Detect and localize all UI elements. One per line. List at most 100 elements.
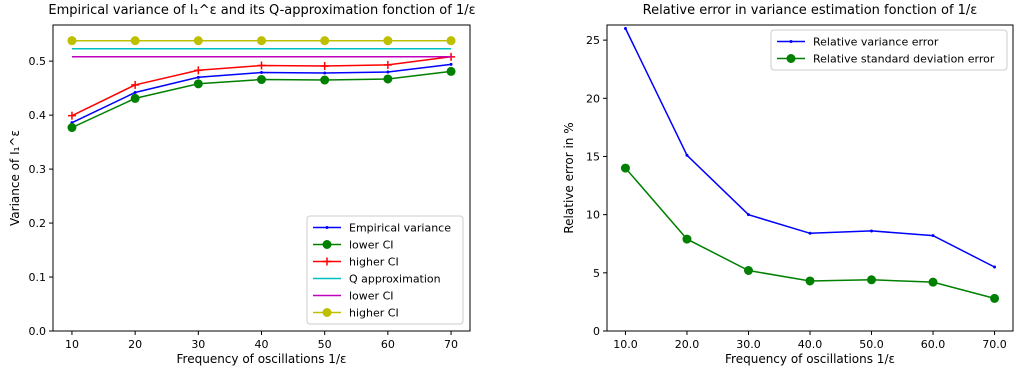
chart-1-series-1-point-marker [449, 62, 453, 66]
chart-2-series-2 [620, 163, 1000, 303]
chart-1-y-tick-label: 0.2 [29, 217, 47, 230]
chart-2-x-tick-label: 40.0 [798, 338, 823, 351]
chart-1-series-2-circle-marker [257, 75, 266, 85]
chart-2-series-1-point-marker [746, 213, 750, 217]
chart-1-series-1 [70, 62, 453, 125]
chart-1-series-2 [67, 66, 456, 133]
chart-1-legend-entry-6-label: higher CI [349, 307, 399, 320]
chart-2-legend-entry-1-point-marker [789, 40, 793, 43]
chart-1-series-6-circle-marker [257, 36, 266, 46]
chart-1-series-1-point-marker [133, 90, 137, 94]
chart-1-series-6-circle-marker [193, 36, 203, 46]
chart-2-y-tick-label: 20 [586, 92, 600, 105]
chart-2-legend-entry-2-label: Relative standard deviation error [813, 53, 995, 66]
chart-2-legend-entry-2: Relative standard deviation error [777, 53, 995, 66]
chart-1-series-1-point-marker [260, 70, 263, 74]
chart-1-legend-entry-4: Q approximation [313, 273, 441, 286]
chart-2-series-1-point-marker [685, 153, 689, 157]
chart-2-x-tick-label: 70.0 [982, 338, 1007, 351]
chart-2-series-1-point-marker [993, 265, 997, 269]
chart-1-series-6-circle-marker [130, 36, 140, 46]
chart-1-x-tick-label: 20 [128, 338, 142, 351]
chart-2-series-2-circle-marker [928, 277, 938, 287]
chart-1-series-6-circle-marker [320, 36, 330, 46]
chart-2-x-tick-label: 10.0 [613, 338, 638, 351]
chart-1-legend-entry-1-point-marker [325, 226, 329, 229]
chart-2-x-tick-label: 30.0 [736, 338, 761, 351]
chart-1-x-tick-label: 40 [255, 338, 269, 351]
chart-2-x-axis-title: Frequency of oscillations 1/ε [725, 352, 895, 366]
chart-1-series-2-circle-marker [67, 123, 77, 133]
chart-1-series-1-point-marker [196, 75, 200, 79]
chart-1-legend-entry-6: higher CI [313, 307, 399, 320]
chart-1-title: Empirical variance of I₁^ε and its Q-app… [48, 3, 475, 18]
chart-1-legend-entry-1-label: Empirical variance [349, 222, 451, 235]
chart-1-x-tick-label: 50 [318, 338, 332, 351]
chart-1-x-tick-label: 30 [191, 338, 205, 351]
chart-2-legend-entry-1-label: Relative variance error [813, 36, 939, 49]
chart-1-y-tick-label: 0.3 [29, 163, 47, 176]
chart-1-series-2-circle-marker [193, 79, 203, 89]
chart-1-legend-entry-3-label: higher CI [349, 256, 399, 269]
chart-1-series-6-circle-marker [446, 36, 456, 46]
chart-2-title: Relative error in variance estimation fo… [643, 3, 978, 18]
chart-1-legend-entry-2-label: lower CI [349, 239, 394, 252]
chart-1-series-2-circle-marker [383, 74, 393, 84]
chart-1-x-tick-label: 10 [65, 338, 79, 351]
chart-2-series-2-circle-marker [990, 293, 1000, 303]
chart-2-x-tick-label: 50.0 [859, 338, 884, 351]
chart-1-series-6 [67, 36, 456, 46]
chart-2-legend: Relative variance error Relative standard… [770, 29, 1008, 71]
chart-2-y-tick-label: 15 [586, 150, 600, 163]
chart-1-legend-entry-5: lower CI [313, 290, 394, 303]
chart-2-series-1-point-marker [870, 229, 874, 233]
chart-1-x-tick-label: 70 [444, 338, 458, 351]
chart-1-legend-entry-6-circle-marker [322, 308, 332, 317]
chart-1-y-tick-label: 0.0 [29, 325, 47, 338]
chart-1-series-2-circle-marker [320, 75, 330, 85]
chart-1-x-axis-title: Frequency of oscillations 1/ε [177, 352, 347, 366]
chart-1-series-6-circle-marker [383, 36, 393, 46]
chart-1-legend-entry-2: lower CI [313, 239, 394, 252]
chart-2-y-tick-label: 25 [586, 34, 600, 47]
chart-1-legend-entry-4-label: Q approximation [349, 273, 441, 286]
chart-2-series-2-circle-marker [682, 234, 692, 244]
chart-1-series-2-circle-marker [446, 66, 456, 76]
chart-1-legend-entry-5-label: lower CI [349, 290, 394, 303]
chart-2-legend-entry-2-circle-marker [786, 54, 796, 63]
chart-1-legend-entry-2-circle-marker [322, 240, 332, 249]
chart-2-series-1-point-marker [808, 231, 812, 235]
chart-2-y-tick-label: 0 [593, 325, 600, 338]
chart-2-legend-entry-1: Relative variance error [777, 36, 939, 49]
chart-2-legend-box [770, 29, 1008, 71]
chart-2-series-2-circle-marker [867, 275, 877, 285]
chart-1-y-tick-label: 0.5 [29, 55, 47, 68]
chart-2-y-tick-label: 10 [586, 209, 600, 222]
chart-2-x-tick-label: 20.0 [675, 338, 700, 351]
chart-2-series-1-point-marker [623, 26, 627, 30]
chart-1-x-tick-label: 60 [381, 338, 395, 351]
chart-2-series-2-circle-marker [805, 276, 815, 286]
chart-1-legend-entry-1: Empirical variance [313, 222, 451, 235]
chart-1-legend-entry-3: higher CI [313, 256, 399, 269]
chart-1-series-2-circle-marker [130, 93, 140, 103]
chart-1-y-tick-label: 0.1 [29, 271, 47, 284]
chart-2-y-tick-label: 5 [593, 267, 600, 280]
chart-2-y-axis-title: Relative error in % [562, 122, 576, 233]
chart-2-x-tick-label: 60.0 [921, 338, 946, 351]
chart-1-y-tick-label: 0.4 [29, 109, 47, 122]
chart-1-series-1-point-marker [323, 71, 327, 75]
chart-1: Empirical variance of I₁^ε and its Q-app… [8, 3, 476, 366]
chart-2-series-1 [623, 26, 997, 269]
chart-2-series-2-circle-marker [620, 163, 630, 173]
chart-1-y-axis-title: Variance of I₁^ε [8, 130, 22, 226]
chart-1-legend-box [306, 215, 464, 325]
chart-2-series-1-point-marker [931, 234, 935, 238]
chart-1-legend: Empirical variance lower CI higher CI Q app… [306, 215, 464, 325]
chart-1-series-6-circle-marker [67, 36, 77, 46]
chart-1-series-3 [67, 52, 456, 120]
chart-2-series-2-circle-marker [743, 265, 753, 275]
chart-2: Relative error in variance estimation fo… [562, 3, 1014, 366]
chart-1-series-1-point-marker [386, 70, 390, 74]
